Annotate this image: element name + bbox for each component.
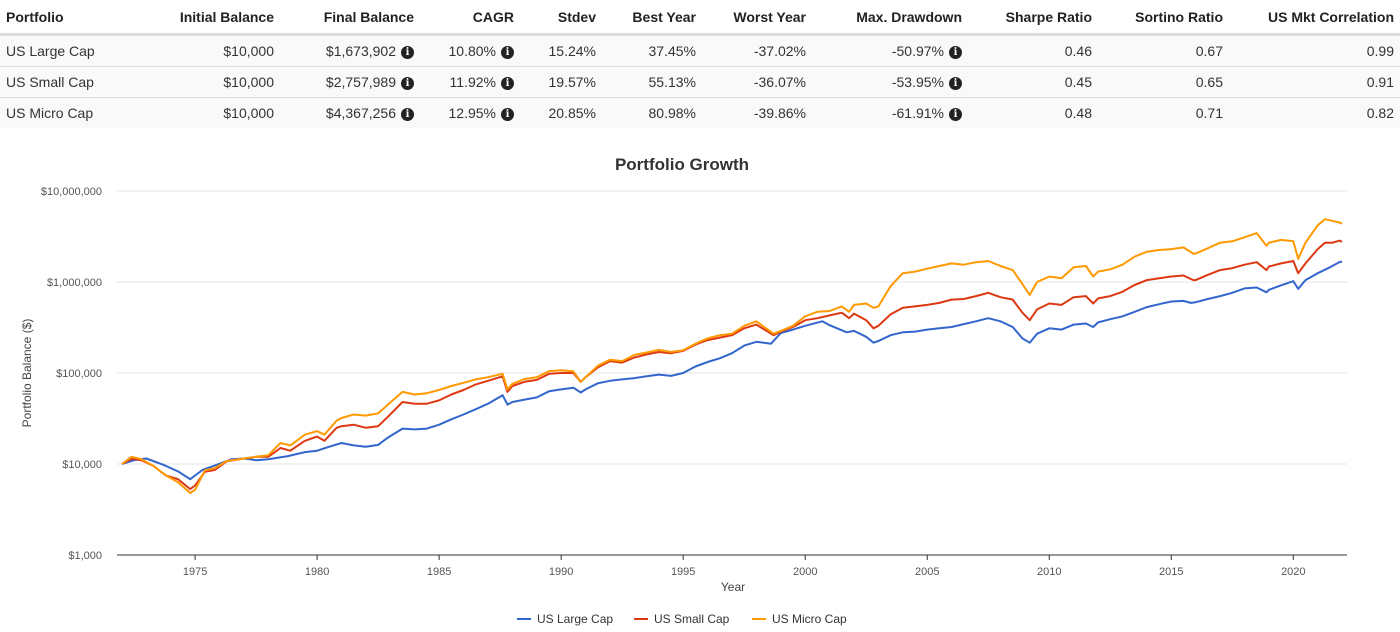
cell-portfolio: US Small Cap	[0, 66, 140, 98]
info-icon[interactable]: i	[501, 77, 514, 90]
cell-us-mkt-correlation: 0.99	[1229, 34, 1400, 67]
cell-max-drawdown: -50.97% i	[812, 34, 968, 67]
header-best-year: Best Year	[602, 0, 702, 36]
info-icon[interactable]: i	[401, 108, 414, 121]
cell-final-balance: $1,673,902 i	[280, 34, 420, 67]
x-tick-label: 1990	[549, 566, 573, 578]
cell-portfolio: US Micro Cap	[0, 97, 140, 128]
series-lines	[121, 218, 1343, 494]
header-max-drawdown: Max. Drawdown	[812, 0, 968, 36]
x-tick-label: 2020	[1281, 566, 1305, 578]
x-axis-title: Year	[721, 580, 745, 594]
cell-initial-balance: $10,000	[140, 97, 280, 128]
grid-lines	[117, 190, 1347, 465]
y-axis-ticks: $1,000 $10,000 $100,000 $1,000,000 $10,000,0…	[41, 186, 102, 562]
x-tick-label: 1985	[427, 566, 451, 578]
chart-title: Portfolio Growth	[615, 155, 749, 174]
cell-sharpe-ratio: 0.48	[968, 97, 1098, 128]
y-tick-label: $1,000,000	[47, 277, 102, 289]
header-worst-year: Worst Year	[702, 0, 812, 36]
cell-initial-balance: $10,000	[140, 34, 280, 67]
cell-max-drawdown: -53.95% i	[812, 66, 968, 98]
max-drawdown-value: -61.91%	[891, 105, 944, 121]
info-icon[interactable]: i	[949, 46, 962, 59]
chart-legend: US Large Cap US Small Cap US Micro Cap	[517, 612, 847, 626]
cell-sortino-ratio: 0.71	[1098, 97, 1229, 128]
cell-cagr: 11.92% i	[420, 66, 520, 98]
portfolio-growth-chart: Portfolio Growth $1,000$10,000$100,000$1…	[20, 155, 1347, 626]
header-portfolio: Portfolio	[0, 0, 140, 36]
x-tick-label: 2005	[915, 566, 939, 578]
cell-us-mkt-correlation: 0.91	[1229, 66, 1400, 98]
y-tick-label: $1,000	[68, 550, 102, 562]
info-icon[interactable]: i	[401, 46, 414, 59]
legend-label[interactable]: US Small Cap	[654, 612, 730, 626]
series-line-us-micro-cap	[121, 218, 1343, 494]
series-line-us-small-cap	[121, 239, 1343, 491]
cell-best-year: 37.45%	[602, 34, 702, 67]
header-cagr: CAGR	[420, 0, 520, 36]
header-stdev: Stdev	[520, 0, 602, 36]
cell-worst-year: -36.07%	[702, 66, 812, 98]
portfolio-stats-table: Portfolio Initial Balance Final Balance …	[0, 0, 1400, 128]
final-balance-value: $4,367,256	[325, 105, 396, 121]
y-tick-label: $10,000,000	[41, 186, 102, 198]
cell-initial-balance: $10,000	[140, 66, 280, 98]
cell-stdev: 15.24%	[520, 34, 602, 67]
x-axis-ticks: 1975 1980 1985 1990 1995 2000 2005 2010 2015 2020	[183, 555, 1306, 578]
cagr-value: 12.95%	[448, 105, 496, 121]
max-drawdown-value: -50.97%	[891, 43, 944, 59]
cell-us-mkt-correlation: 0.82	[1229, 97, 1400, 128]
cell-sharpe-ratio: 0.46	[968, 34, 1098, 67]
legend-label[interactable]: US Micro Cap	[772, 612, 847, 626]
y-tick-label: $10,000	[62, 459, 102, 471]
cell-best-year: 80.98%	[602, 97, 702, 128]
x-tick-label: 1995	[671, 566, 695, 578]
header-sortino-ratio: Sortino Ratio	[1098, 0, 1229, 36]
x-tick-label: 2015	[1159, 566, 1183, 578]
info-icon[interactable]: i	[949, 77, 962, 90]
cell-stdev: 19.57%	[520, 66, 602, 98]
cell-final-balance: $2,757,989 i	[280, 66, 420, 98]
cell-cagr: 12.95% i	[420, 97, 520, 128]
header-initial-balance: Initial Balance	[140, 0, 280, 36]
cell-sortino-ratio: 0.67	[1098, 34, 1229, 67]
info-icon[interactable]: i	[949, 108, 962, 121]
cell-portfolio: US Large Cap	[0, 34, 140, 67]
info-icon[interactable]: i	[401, 77, 414, 90]
header-sharpe-ratio: Sharpe Ratio	[968, 0, 1098, 36]
table-row: US Large Cap $10,000 $1,673,902 i 10.80% i…	[0, 34, 1400, 67]
cell-cagr: 10.80% i	[420, 34, 520, 67]
info-icon[interactable]: i	[501, 46, 514, 59]
x-tick-label: 1980	[305, 566, 329, 578]
cell-max-drawdown: -61.91% i	[812, 97, 968, 128]
final-balance-value: $1,673,902	[325, 43, 396, 59]
x-tick-label: 2000	[793, 566, 817, 578]
cagr-value: 10.80%	[448, 43, 496, 59]
cell-worst-year: -39.86%	[702, 97, 812, 128]
x-tick-label: 1975	[183, 566, 207, 578]
x-tick-label: 2010	[1037, 566, 1061, 578]
y-tick-label: $100,000	[56, 368, 102, 380]
header-final-balance: Final Balance	[280, 0, 420, 36]
cell-sortino-ratio: 0.65	[1098, 66, 1229, 98]
cagr-value: 11.92%	[449, 74, 496, 90]
cell-final-balance: $4,367,256 i	[280, 97, 420, 128]
header-us-mkt-correlation: US Mkt Correlation	[1229, 0, 1400, 36]
cell-worst-year: -37.02%	[702, 34, 812, 67]
cell-sharpe-ratio: 0.45	[968, 66, 1098, 98]
final-balance-value: $2,757,989	[325, 74, 396, 90]
cell-stdev: 20.85%	[520, 97, 602, 128]
series-line-us-large-cap	[121, 260, 1343, 481]
cell-best-year: 55.13%	[602, 66, 702, 98]
table-header-row: Portfolio Initial Balance Final Balance …	[0, 0, 1400, 36]
info-icon[interactable]: i	[501, 108, 514, 121]
y-axis-title: Portfolio Balance ($)	[20, 319, 34, 428]
max-drawdown-value: -53.95%	[891, 74, 944, 90]
table-row: US Micro Cap $10,000 $4,367,256 i 12.95% i…	[0, 97, 1400, 128]
legend-label[interactable]: US Large Cap	[537, 612, 613, 626]
table-row: US Small Cap $10,000 $2,757,989 i 11.92% i…	[0, 66, 1400, 98]
